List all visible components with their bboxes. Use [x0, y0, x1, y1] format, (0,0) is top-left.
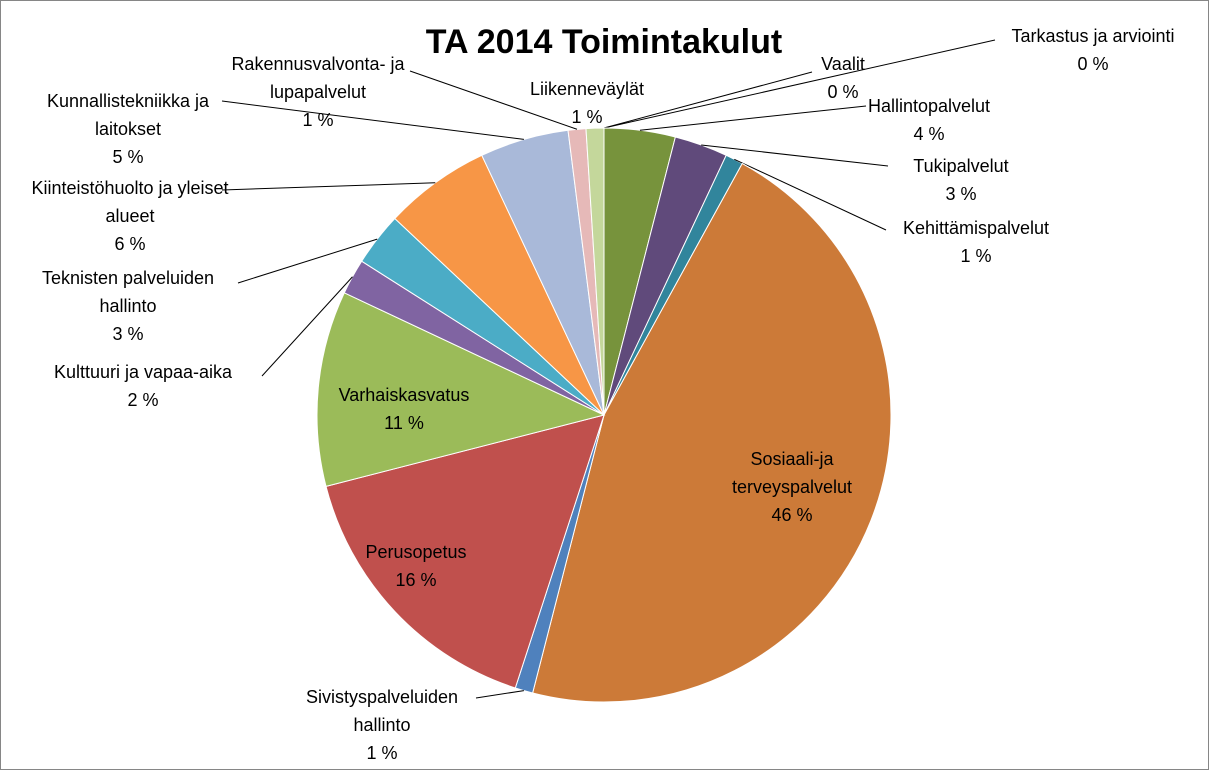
slice-name: Rakennusvalvonta- ja lupapalvelut — [231, 54, 405, 102]
slice-value: 5 % — [112, 147, 144, 167]
slice-value: 1 % — [571, 107, 603, 127]
pie-slice — [316, 292, 606, 487]
slice-label: Sivistyspalveluiden hallinto 1 % — [282, 683, 482, 767]
slice-value: 3 % — [112, 324, 144, 344]
slice-label: Kulttuuri ja vapaa-aika 2 % — [18, 358, 268, 414]
leader-line — [237, 238, 378, 284]
slice-label: Kiinteistöhuolto ja yleiset alueet 6 % — [30, 174, 230, 258]
slice-value: 4 % — [913, 124, 945, 144]
slice-name: Varhaiskasvatus — [338, 385, 470, 405]
slice-name: Kiinteistöhuolto ja yleiset alueet — [31, 178, 229, 226]
slice-name: Perusopetus — [365, 542, 467, 562]
leader-line — [734, 158, 887, 231]
leader-line — [603, 39, 996, 129]
slice-value: 2 % — [127, 390, 159, 410]
slice-name: Kehittämispalvelut — [902, 218, 1050, 238]
slice-label: Kunnallistekniikka ja laitokset 5 % — [23, 87, 233, 171]
leader-line — [701, 144, 889, 167]
slice-label: Kehittämispalvelut 1 % — [881, 214, 1071, 270]
slice-value: 6 % — [114, 234, 146, 254]
slice-label: Perusopetus 16 % — [341, 538, 491, 594]
slice-value: 16 % — [395, 570, 437, 590]
leader-line — [261, 276, 353, 377]
slice-value: 0 % — [1077, 54, 1109, 74]
pie-slice — [325, 414, 605, 689]
slice-value: 0 % — [827, 82, 859, 102]
leader-line — [409, 70, 578, 130]
leader-line — [639, 105, 867, 131]
slice-name: Tarkastus ja arviointi — [1011, 26, 1175, 46]
slice-label: Rakennusvalvonta- ja lupapalvelut 1 % — [218, 50, 418, 134]
slice-name: Kunnallistekniikka ja laitokset — [46, 91, 210, 139]
slice-label: Varhaiskasvatus 11 % — [319, 381, 489, 437]
slice-label: Liikenneväylät 1 % — [502, 75, 672, 131]
pie-slice — [585, 127, 605, 416]
leader-line — [221, 182, 436, 191]
slice-label: Tarkastus ja arviointi 0 % — [988, 22, 1198, 78]
leader-line — [475, 690, 525, 699]
slice-value: 11 % — [384, 413, 424, 433]
slice-label: Sosiaali-ja terveyspalvelut 46 % — [707, 445, 877, 529]
slice-name: Sosiaali-ja terveyspalvelut — [731, 449, 853, 497]
leader-line — [221, 100, 524, 140]
pie-slice — [532, 162, 892, 703]
slice-value: 1 % — [960, 246, 992, 266]
slice-name: Hallintopalvelut — [867, 96, 991, 116]
slice-name: Tukipalvelut — [913, 156, 1009, 176]
slice-label: Tukipalvelut 3 % — [891, 152, 1031, 208]
slice-value: 1 % — [366, 743, 398, 763]
slice-name: Kulttuuri ja vapaa-aika — [53, 362, 233, 382]
slice-name: Liikenneväylät — [529, 79, 645, 99]
slice-label: Teknisten palveluiden hallinto 3 % — [13, 264, 243, 348]
slice-label: Vaalit 0 % — [803, 50, 883, 106]
slice-label: Hallintopalvelut 4 % — [849, 92, 1009, 148]
leader-line — [603, 71, 813, 129]
slice-value: 3 % — [945, 184, 977, 204]
slice-name: Vaalit — [821, 54, 865, 74]
slice-value: 1 % — [302, 110, 334, 130]
slice-name: Sivistyspalveluiden hallinto — [305, 687, 459, 735]
slice-name: Teknisten palveluiden hallinto — [41, 268, 215, 316]
chart-title: TA 2014 Toimintakulut — [426, 23, 782, 61]
slice-value: 46 % — [771, 505, 813, 525]
